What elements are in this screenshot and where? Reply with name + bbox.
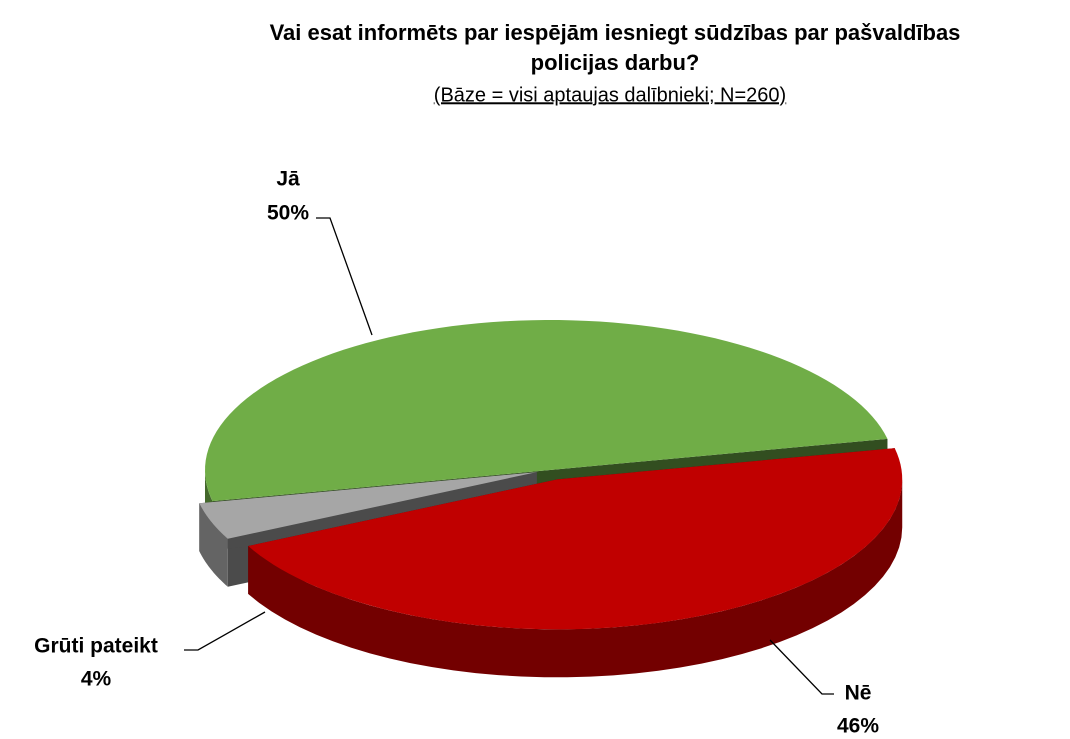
- category-label: Grūti pateikt: [34, 635, 158, 658]
- slice-wall: [199, 503, 228, 587]
- slice-wall: [248, 479, 903, 678]
- slice: [248, 448, 903, 630]
- slice: [205, 320, 888, 502]
- value-label: 46%: [837, 715, 879, 738]
- leader-line: [184, 611, 266, 651]
- value-label: 4%: [81, 668, 112, 691]
- chart-title: Vai esat informēts par iespējām iesniegt…: [270, 20, 961, 45]
- leader-line: [316, 217, 373, 336]
- chart-subtitle: (Bāze = visi aptaujas dalībnieki; N=260): [434, 84, 786, 106]
- category-label: Jā: [276, 168, 300, 191]
- category-label: Nē: [845, 682, 872, 705]
- pie: [199, 320, 903, 678]
- leader-line: [769, 639, 834, 695]
- labels: Jā 50% Nē 46% Grūti pateikt 4%: [34, 168, 879, 738]
- slice: [199, 472, 537, 539]
- value-label: 50%: [267, 202, 309, 225]
- slice-side: [199, 472, 537, 552]
- chart-title: policijas darbu?: [531, 50, 700, 75]
